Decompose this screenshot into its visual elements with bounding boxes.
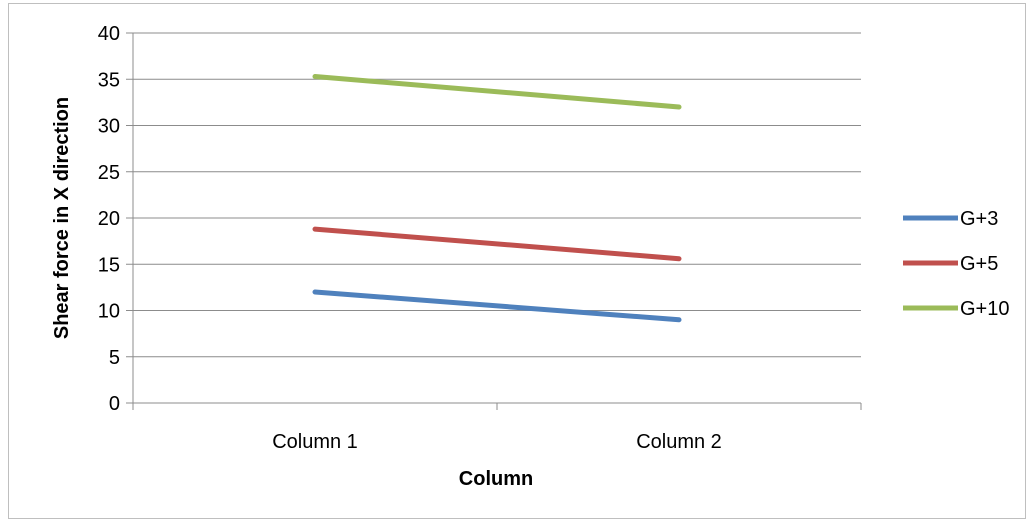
y-tick-label: 0	[109, 393, 120, 415]
series-line	[312, 289, 682, 323]
gridlines	[133, 32, 861, 358]
y-tick-label: 35	[98, 69, 120, 91]
x-tick-labels: Column 1 Column 2	[272, 431, 722, 453]
y-tick-label: 25	[98, 162, 120, 184]
y-tick-label: 20	[98, 208, 120, 230]
legend-label: G+3	[960, 208, 998, 230]
legend: G+3 G+5 G+10	[903, 208, 1009, 320]
y-tick-labels: 0 5 10 15 20 25 30 35 40	[98, 23, 120, 415]
y-tick-label: 5	[109, 347, 120, 369]
series-lines	[312, 73, 682, 323]
legend-label: G+10	[960, 298, 1009, 320]
x-tick-label: Column 2	[636, 431, 722, 453]
y-tick-label: 40	[98, 23, 120, 45]
y-tick-label: 30	[98, 116, 120, 138]
legend-label: G+5	[960, 253, 998, 275]
y-tick-label: 15	[98, 254, 120, 276]
chart-frame	[8, 3, 1026, 519]
series-line	[312, 226, 682, 262]
x-axis-title: Column	[459, 468, 533, 490]
y-axis-title: Shear force in X direction	[51, 97, 73, 339]
axes	[126, 32, 862, 410]
x-tick-label: Column 1	[272, 431, 358, 453]
series-line	[312, 73, 682, 110]
y-tick-label: 10	[98, 301, 120, 323]
